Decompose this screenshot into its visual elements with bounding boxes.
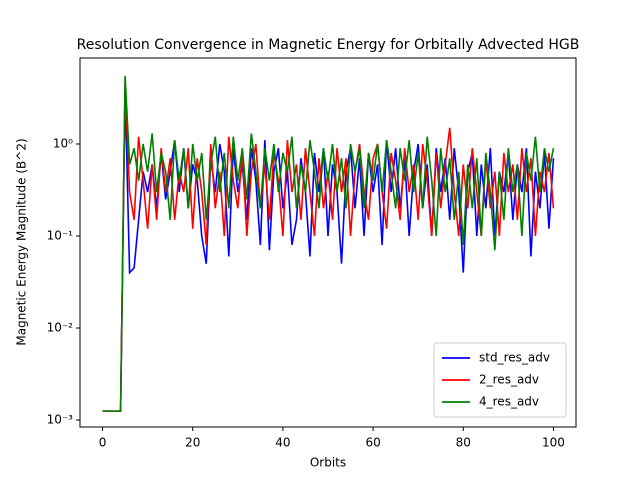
legend: std_res_adv 2_res_adv 4_res_adv [433,342,567,418]
x-tick-label: 100 [542,436,565,450]
y-tick-label: 10⁻² [47,321,74,335]
plot-area [102,75,555,412]
series-line [102,75,555,412]
legend-label: 2_res_adv [479,373,539,387]
x-tick-label: 20 [185,436,200,450]
x-axis-label: Orbits [310,456,346,470]
axes-frame [79,57,577,428]
x-tick-label: 80 [456,436,471,450]
series-line [102,83,555,412]
y-tick-label: 10⁻¹ [47,229,74,243]
y-tick-label: 10⁰ [53,136,73,150]
y-tick-label: 10⁻³ [47,413,74,427]
x-tick-label: 40 [275,436,290,450]
legend-label: 4_res_adv [479,395,539,409]
y-axis-label: Magnetic Energy Magnitude (B^2) [15,138,29,345]
legend-box [433,342,567,418]
legend-label: std_res_adv [479,351,550,365]
x-tick-label: 60 [365,436,380,450]
x-tick-label: 0 [99,436,107,450]
chart-title: Resolution Convergence in Magnetic Energ… [77,37,580,53]
